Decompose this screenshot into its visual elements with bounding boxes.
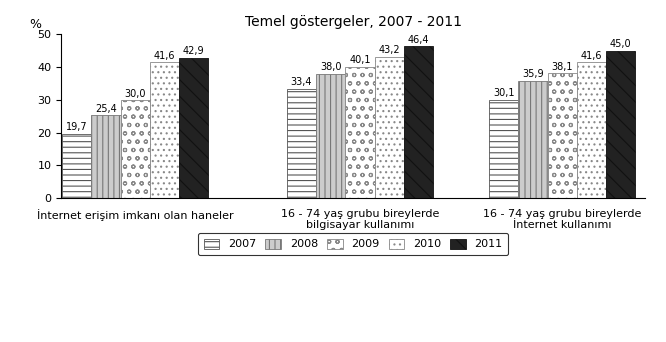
Bar — [91, 115, 121, 198]
Bar — [150, 62, 179, 198]
Bar — [316, 74, 346, 198]
Text: 46,4: 46,4 — [408, 35, 429, 45]
Y-axis label: %: % — [29, 18, 41, 31]
Text: 42,9: 42,9 — [183, 46, 204, 56]
Bar — [404, 46, 433, 198]
Bar — [346, 67, 374, 198]
Bar — [179, 57, 208, 198]
Bar — [489, 100, 518, 198]
Text: 33,4: 33,4 — [291, 77, 312, 88]
Text: 43,2: 43,2 — [378, 45, 400, 55]
Bar — [62, 134, 91, 198]
Text: 19,7: 19,7 — [66, 122, 88, 132]
Text: 30,0: 30,0 — [125, 89, 146, 98]
Text: 38,1: 38,1 — [551, 62, 573, 72]
Text: 25,4: 25,4 — [95, 104, 117, 114]
Bar — [287, 89, 316, 198]
Text: 30,1: 30,1 — [493, 88, 514, 98]
Text: 41,6: 41,6 — [154, 51, 175, 61]
Bar — [577, 62, 606, 198]
Text: 41,6: 41,6 — [581, 51, 602, 61]
Bar — [518, 81, 547, 198]
Bar — [547, 73, 577, 198]
Text: 38,0: 38,0 — [320, 62, 342, 73]
Bar — [606, 51, 635, 198]
Text: 40,1: 40,1 — [349, 55, 371, 65]
Title: Temel göstergeler, 2007 - 2011: Temel göstergeler, 2007 - 2011 — [244, 15, 462, 29]
Text: 45,0: 45,0 — [610, 39, 631, 49]
Bar — [374, 57, 404, 198]
Bar — [121, 100, 150, 198]
Legend: 2007, 2008, 2009, 2010, 2011: 2007, 2008, 2009, 2010, 2011 — [198, 233, 508, 255]
Text: 35,9: 35,9 — [522, 69, 543, 79]
